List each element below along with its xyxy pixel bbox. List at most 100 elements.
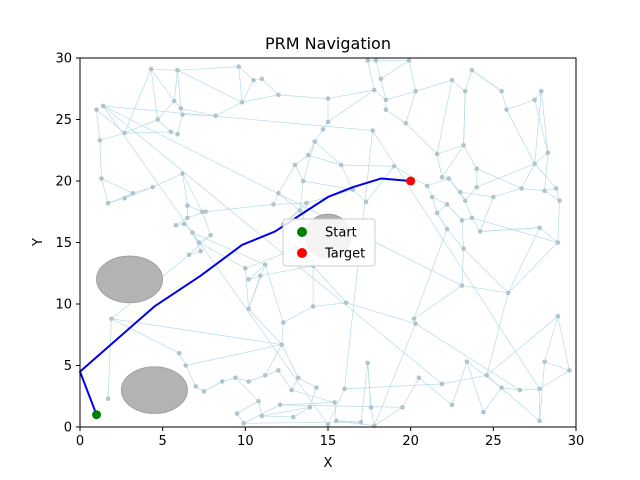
- roadmap-node: [424, 183, 430, 189]
- roadmap-node: [464, 359, 470, 365]
- roadmap-node: [325, 96, 331, 101]
- y-tick-label: 10: [55, 298, 72, 313]
- roadmap-node: [180, 171, 185, 176]
- roadmap-edge: [340, 164, 354, 190]
- roadmap-edge: [436, 212, 448, 230]
- roadmap-node: [532, 161, 537, 167]
- roadmap-edge: [464, 70, 473, 92]
- roadmap-edge: [471, 217, 481, 232]
- roadmap-node: [484, 373, 490, 378]
- roadmap-edge: [182, 173, 203, 212]
- roadmap-edge: [544, 190, 560, 201]
- roadmap-edge: [261, 78, 279, 96]
- roadmap-node: [325, 422, 331, 427]
- roadmap-node: [196, 240, 202, 245]
- roadmap-edge: [283, 306, 314, 323]
- roadmap-edge: [177, 66, 239, 71]
- roadmap-node: [505, 290, 511, 296]
- roadmap-edge: [534, 91, 542, 164]
- roadmap-node: [259, 76, 265, 82]
- roadmap-node: [243, 266, 248, 271]
- roadmap-node: [100, 103, 106, 109]
- roadmap-node: [173, 222, 179, 228]
- legend-start-label: Start: [325, 226, 357, 241]
- roadmap-node: [373, 58, 379, 63]
- roadmap-edge: [521, 188, 545, 192]
- roadmap-node: [469, 68, 475, 73]
- roadmap-edge: [476, 168, 522, 189]
- roadmap-node: [499, 88, 504, 94]
- roadmap-edge: [187, 205, 203, 213]
- roadmap-edge: [486, 292, 509, 376]
- roadmap-edge: [278, 164, 296, 194]
- roadmap-edge: [96, 109, 125, 134]
- roadmap-edge: [544, 316, 559, 362]
- roadmap-edge: [501, 91, 507, 110]
- roadmap-edge: [177, 70, 182, 109]
- roadmap-node: [122, 130, 127, 136]
- roadmap-node: [459, 283, 465, 288]
- roadmap-edge: [101, 178, 109, 204]
- roadmap-node: [333, 418, 339, 424]
- roadmap-node: [365, 58, 370, 63]
- roadmap-edge: [308, 154, 342, 166]
- roadmap-edge: [431, 196, 438, 214]
- roadmap-nodes: [94, 58, 572, 429]
- roadmap-edge: [557, 316, 570, 371]
- roadmap-edge: [294, 164, 304, 182]
- obstacle: [96, 255, 164, 304]
- roadmap-edge: [238, 66, 254, 81]
- x-tick-label: 30: [568, 434, 585, 449]
- roadmap-node: [557, 198, 562, 203]
- roadmap-edge: [471, 217, 558, 243]
- roadmap-edge: [460, 191, 494, 198]
- roadmap-edge: [501, 387, 520, 391]
- roadmap-node: [342, 386, 347, 392]
- roadmap-edge: [405, 122, 438, 155]
- roadmap-node: [444, 226, 450, 232]
- roadmap-edge: [293, 407, 310, 418]
- roadmap-node: [491, 194, 496, 200]
- roadmap-edge: [415, 323, 520, 391]
- roadmap-edge: [107, 318, 112, 399]
- roadmap-edge: [291, 377, 299, 391]
- roadmap-edge: [442, 374, 487, 385]
- roadmap-node: [150, 184, 156, 190]
- roadmap-node: [444, 202, 450, 207]
- roadmap-node: [201, 389, 207, 394]
- roadmap-edge: [298, 377, 317, 388]
- roadmap-edge: [461, 220, 464, 249]
- roadmap-edge: [202, 211, 211, 236]
- roadmap-edge: [540, 91, 549, 153]
- roadmap-node: [461, 143, 466, 148]
- roadmap-node: [233, 375, 238, 381]
- roadmap-edge: [507, 227, 540, 294]
- roadmap-node: [474, 166, 480, 171]
- roadmap-edge: [367, 363, 372, 408]
- roadmap-node: [234, 411, 240, 416]
- roadmap-node: [300, 178, 306, 184]
- legend: Start Target: [282, 218, 376, 267]
- roadmap-node: [532, 97, 537, 103]
- roadmap-edge: [344, 383, 443, 390]
- roadmap-node: [461, 246, 466, 251]
- roadmap-node: [203, 209, 208, 215]
- roadmap-edge: [205, 204, 274, 213]
- roadmap-node: [292, 162, 298, 168]
- roadmap-edge: [451, 79, 466, 92]
- roadmap-edge: [375, 60, 382, 80]
- roadmap-node: [262, 373, 268, 378]
- legend-target-label: Target: [324, 247, 365, 262]
- roadmap-edge: [180, 108, 216, 117]
- x-axis-ticks: 0 5 10 15 20 25 30: [76, 427, 584, 449]
- roadmap-edge: [380, 60, 410, 80]
- roadmap-node: [251, 77, 256, 83]
- x-tick-label: 25: [485, 434, 502, 449]
- roadmap-edge: [346, 302, 416, 325]
- roadmap-edge: [521, 163, 535, 189]
- roadmap-edge: [463, 248, 509, 294]
- roadmap-node: [403, 120, 409, 126]
- roadmap-node: [105, 396, 111, 402]
- roadmap-node: [474, 184, 480, 190]
- roadmap-node: [363, 199, 369, 205]
